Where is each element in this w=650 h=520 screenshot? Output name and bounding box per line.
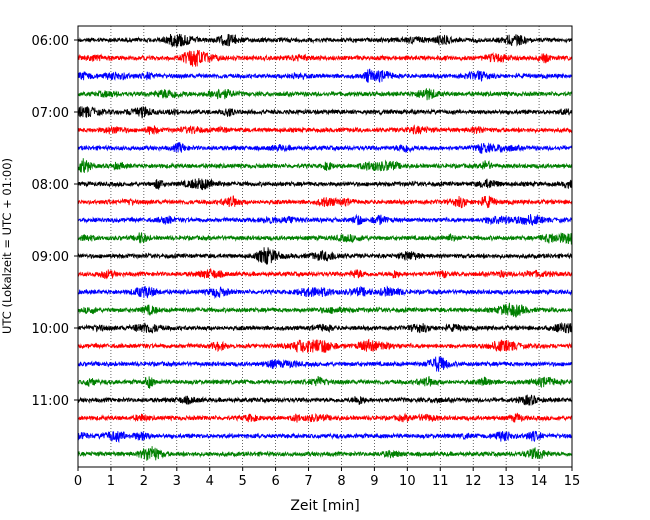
trace-1000: [77, 321, 573, 334]
trace-0630: [77, 68, 573, 83]
trace-0930: [77, 285, 573, 300]
x-tick-label-9: 9: [370, 474, 378, 489]
x-tick-label-3: 3: [173, 474, 181, 489]
trace-0700: [77, 106, 573, 119]
trace-0900: [77, 247, 573, 265]
trace-1015: [77, 338, 573, 353]
y-axis: 06:00 07:00 08:00 09:00 10:00 11:00: [32, 34, 78, 409]
trace-0645: [77, 87, 573, 101]
y-tick-label-0600: 06:00: [32, 34, 69, 49]
x-tick-label-11: 11: [432, 474, 449, 489]
x-tick-label-0: 0: [74, 474, 82, 489]
x-tick-label-13: 13: [498, 474, 515, 489]
trace-0730: [77, 142, 573, 154]
trace-1030: [77, 356, 573, 372]
trace-0915: [77, 267, 573, 280]
x-tick-label-8: 8: [337, 474, 345, 489]
trace-1145: [77, 446, 573, 461]
x-tick-label-14: 14: [531, 474, 548, 489]
trace-0715: [77, 124, 573, 135]
y-tick-label-0900: 09:00: [32, 250, 69, 265]
y-axis-title: UTC (Lokalzeit = UTC + 01:00): [0, 158, 14, 334]
x-tick-label-4: 4: [206, 474, 214, 489]
trace-0815: [77, 195, 573, 209]
trace-0600: [77, 33, 573, 48]
trace-0945: [77, 302, 573, 319]
y-tick-label-1000: 10:00: [32, 322, 69, 337]
x-tick-label-12: 12: [465, 474, 482, 489]
x-axis: 0 1 2 3 4 5 6 7 8 9 10 11 12 13 14 15: [74, 467, 580, 489]
trace-0845: [77, 232, 573, 245]
trace-1130: [77, 430, 573, 444]
x-axis-title: Zeit [min]: [290, 498, 359, 514]
trace-0800: [77, 178, 573, 191]
x-tick-label-6: 6: [271, 474, 279, 489]
trace-0615: [77, 49, 573, 67]
y-tick-label-0800: 08:00: [32, 178, 69, 193]
x-tick-label-15: 15: [564, 474, 581, 489]
traces: [77, 33, 573, 461]
trace-1045: [77, 375, 573, 390]
x-tick-label-7: 7: [304, 474, 312, 489]
trace-0745: [77, 158, 573, 173]
x-tick-label-1: 1: [107, 474, 115, 489]
x-tick-label-5: 5: [239, 474, 247, 489]
y-tick-label-0700: 07:00: [32, 106, 69, 121]
y-tick-label-1100: 11:00: [32, 394, 69, 409]
plot-frame: [77, 25, 573, 468]
trace-1100: [77, 394, 573, 406]
x-tick-label-10: 10: [399, 474, 416, 489]
x-tick-label-2: 2: [140, 474, 148, 489]
trace-0830: [77, 213, 573, 226]
trace-1115: [77, 412, 573, 423]
